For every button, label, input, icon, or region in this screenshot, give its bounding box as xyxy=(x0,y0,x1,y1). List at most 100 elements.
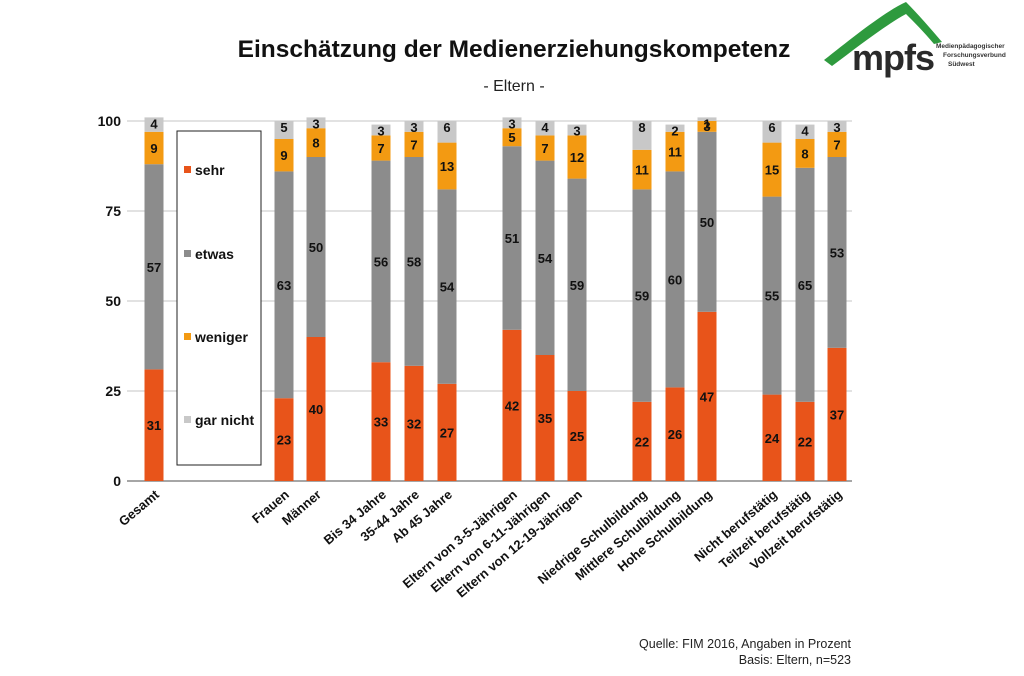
value-label: 33 xyxy=(374,415,388,430)
value-label: 54 xyxy=(538,251,553,266)
y-tick-label: 50 xyxy=(105,293,121,309)
bar-segment-gar-nicht xyxy=(827,121,847,132)
value-label: 23 xyxy=(277,433,291,448)
bar-segment-sehr xyxy=(795,401,815,481)
y-tick-label: 75 xyxy=(105,203,121,219)
logo-wordmark: mpfs xyxy=(852,37,935,78)
y-tick-label: 0 xyxy=(113,473,121,489)
bar-segment-weniger xyxy=(144,131,164,165)
bar-segment-sehr xyxy=(306,337,326,481)
value-label: 12 xyxy=(570,150,584,165)
mpfs-logo-arc-icon xyxy=(824,2,942,66)
bar-segment-weniger xyxy=(632,149,652,190)
bar-segment-sehr xyxy=(762,394,782,481)
value-label: 11 xyxy=(635,163,649,178)
bar-segment-gar-nicht xyxy=(697,117,717,121)
logo-line-2: Forschungsverbund xyxy=(943,52,1006,59)
value-label: 3 xyxy=(508,116,515,131)
bar-segment-gar-nicht xyxy=(437,121,457,143)
legend: sehr etwas weniger gar nicht xyxy=(176,130,262,466)
logo-subtitle: Medienpädagogischer Forschungsverbund Sü… xyxy=(936,42,1006,69)
bar-segment-sehr xyxy=(827,347,847,481)
bar-segment-sehr xyxy=(144,369,164,481)
bar-segment-weniger xyxy=(827,131,847,157)
value-label: 60 xyxy=(668,272,682,287)
bar-segment-weniger xyxy=(665,131,685,172)
bar-segment-etwas xyxy=(371,160,391,363)
chart-title-text: Einschätzung der Medienerziehungskompete… xyxy=(237,36,791,63)
value-label: 5 xyxy=(280,120,287,135)
bar-segment-sehr xyxy=(404,365,424,481)
basis-text: Basis: Eltern, n=523 xyxy=(738,653,851,667)
value-label: 63 xyxy=(277,278,291,293)
value-label: 4 xyxy=(801,124,809,139)
bar-segment-etwas xyxy=(437,189,457,384)
bar-segment-etwas xyxy=(274,171,294,399)
source-note: Quelle: FIM 2016, Angaben in Prozent Bas… xyxy=(639,636,851,668)
value-label: 11 xyxy=(668,145,682,160)
value-label: 35 xyxy=(538,411,552,426)
value-label: 13 xyxy=(440,159,454,174)
bar-segment-etwas xyxy=(502,146,522,330)
value-label: 3 xyxy=(703,119,710,134)
value-label: 2 xyxy=(671,124,678,139)
bar-segment-weniger xyxy=(535,135,555,161)
bar-segment-etwas xyxy=(827,157,847,348)
bar-segment-etwas xyxy=(567,178,587,391)
legend-box xyxy=(176,130,262,466)
value-label: 37 xyxy=(830,407,844,422)
value-label: 3 xyxy=(377,124,384,139)
bar-segment-etwas xyxy=(535,160,555,355)
value-label: 55 xyxy=(765,289,779,304)
value-label: 24 xyxy=(765,431,780,446)
value-label: 54 xyxy=(440,280,455,295)
bar-segment-gar-nicht xyxy=(306,117,326,129)
bar-segment-etwas xyxy=(306,157,326,337)
bar-segment-sehr xyxy=(371,362,391,481)
bar-segment-weniger xyxy=(274,139,294,172)
bar-segment-weniger xyxy=(567,135,587,179)
y-axis: 0 25 50 75 100 xyxy=(98,113,122,489)
bar-segment-weniger xyxy=(795,139,815,168)
legend-label: gar nicht xyxy=(195,412,254,428)
value-label: 57 xyxy=(147,260,161,275)
value-label: 22 xyxy=(798,434,812,449)
value-label: 51 xyxy=(505,231,519,246)
value-label: 6 xyxy=(768,120,775,135)
bar-segment-weniger xyxy=(371,135,391,161)
value-label: 3 xyxy=(410,120,417,135)
bars xyxy=(144,117,847,481)
value-label: 3 xyxy=(573,124,580,139)
chart-subtitle-text: - Eltern - xyxy=(483,78,545,95)
bar-segment-etwas xyxy=(632,189,652,402)
bar-segment-weniger xyxy=(437,142,457,190)
value-label: 59 xyxy=(635,289,649,304)
bar-segment-etwas xyxy=(795,167,815,402)
bar-segment-sehr xyxy=(632,401,652,481)
value-label: 58 xyxy=(407,254,421,269)
bar-segment-weniger xyxy=(502,128,522,147)
bar-segment-weniger xyxy=(762,142,782,197)
bar-segment-etwas xyxy=(144,164,164,370)
bar-segment-weniger xyxy=(306,128,326,157)
value-label: 3 xyxy=(312,116,319,131)
logo-line-3: Südwest xyxy=(948,61,975,68)
value-label: 56 xyxy=(374,254,388,269)
value-label: 32 xyxy=(407,416,421,431)
bar-segment-gar-nicht xyxy=(502,117,522,129)
bar-segment-gar-nicht xyxy=(274,121,294,139)
legend-label: etwas xyxy=(195,246,234,262)
value-label: 65 xyxy=(798,278,812,293)
bar-segment-gar-nicht xyxy=(762,121,782,143)
legend-swatch xyxy=(184,166,191,173)
value-label: 27 xyxy=(440,425,454,440)
legend-label: weniger xyxy=(194,329,248,345)
bar-segment-sehr xyxy=(437,383,457,481)
value-label: 8 xyxy=(638,120,645,135)
value-label: 22 xyxy=(635,434,649,449)
value-label: 3 xyxy=(833,120,840,135)
logo-line-1: Medienpädagogischer xyxy=(936,43,1005,50)
legend-swatch xyxy=(184,250,191,257)
